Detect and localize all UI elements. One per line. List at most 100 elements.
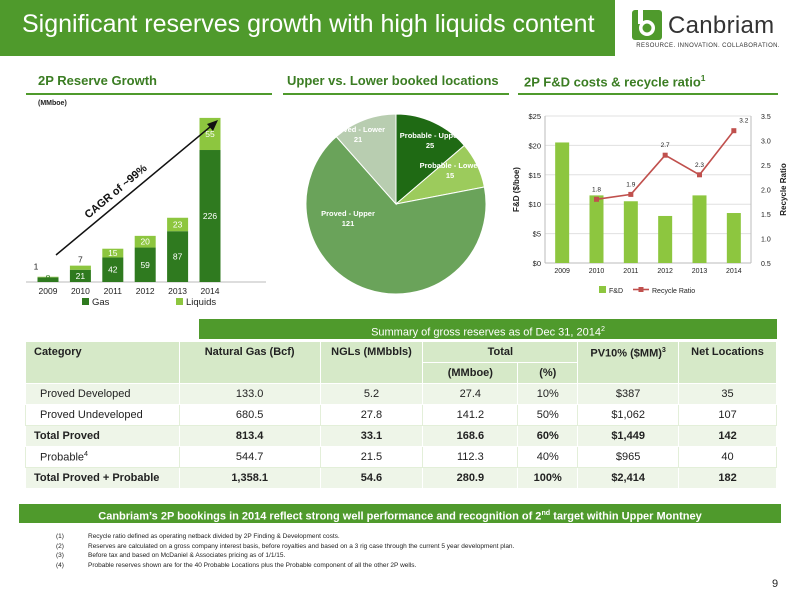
recycle-ratio-label: 2.3 (695, 162, 704, 169)
cell-gas: 544.7 (178, 446, 321, 468)
bar-gas-2011 (102, 257, 124, 282)
header-net-locations: Net Locations (678, 341, 777, 384)
bar-fd-2012 (658, 215, 673, 263)
cell-pct: 10% (517, 383, 579, 405)
cell-category: Total Proved + Probable (25, 467, 180, 489)
cell-ngls: 54.6 (319, 467, 424, 489)
pie-slice (395, 113, 466, 206)
x-tick-label: 2009 (39, 286, 58, 296)
cell-ngls: 5.2 (319, 383, 424, 405)
data-label-liquids: 1 (34, 262, 39, 272)
recycle-ratio-line (596, 130, 735, 201)
reserve-growth-chart: 2009 81 2010 21 7 2011 42 15 2012 59 20 2013 87 23 201… (26, 117, 266, 308)
cell-pct: 100% (517, 467, 579, 489)
cell-mmboe: 168.6 (422, 425, 519, 447)
recycle-ratio-point (594, 196, 599, 202)
fd-costs-underline (518, 93, 778, 95)
x-tick-label: 2009 (554, 268, 570, 275)
cell-net: 40 (678, 446, 777, 468)
y-tick-label: $25 (528, 112, 541, 121)
pie-label: 121 (342, 219, 355, 228)
data-label-gas: 87 (173, 252, 183, 262)
cell-pct: 50% (517, 404, 579, 426)
data-label-liquids: 20 (140, 237, 150, 247)
recycle-ratio-point (731, 128, 737, 134)
data-label-gas: 59 (140, 260, 150, 270)
cell-gas: 813.4 (178, 425, 321, 447)
recycle-ratio-point (662, 152, 668, 158)
recycle-ratio-label: 1.8 (592, 186, 601, 193)
title-bar: Significant reserves growth with high li… (0, 0, 615, 56)
legend-marker-recycle (638, 287, 644, 292)
bar-fd-2010 (589, 195, 604, 263)
logo-tagline: RESOURCE. INNOVATION. COLLABORATION. (636, 43, 780, 49)
header-pv10: PV10% ($MM)3 (577, 341, 680, 384)
bar-gas-2009 (37, 277, 59, 282)
legend-swatch-fd (599, 286, 606, 293)
logo-wordmark: Canbriam (668, 12, 775, 39)
cell-ngls: 21.5 (319, 446, 424, 468)
table-row: Total Proved 813.4 33.1 168.6 60% $1,449… (25, 425, 777, 447)
cell-net: 35 (678, 383, 777, 405)
reserves-table: Category Natural Gas (Bcf) NGLs (MMbbls)… (25, 341, 777, 489)
data-label-gas: 42 (108, 265, 118, 275)
bar-gas-2014 (199, 150, 221, 282)
legend-label-recycle: Recycle Ratio (652, 288, 695, 295)
legend-label-gas: Gas (92, 297, 110, 308)
cell-gas: 133.0 (178, 383, 321, 405)
pie-slice (335, 113, 397, 206)
cell-pct: 60% (517, 425, 579, 447)
locations-underline (283, 93, 509, 95)
cell-pv10: $1,449 (577, 425, 680, 447)
y2-tick-label: 2.0 (761, 188, 771, 195)
x-tick-label: 2011 (104, 286, 123, 296)
y2-tick-label: 3.0 (761, 139, 771, 146)
cagr-arrow (55, 121, 217, 256)
header-natural-gas: Natural Gas (Bcf) (178, 341, 321, 384)
bar-liquids-2013 (167, 217, 189, 232)
header-total-pct: (%) (517, 362, 579, 384)
y2-tick-label: 1.5 (761, 212, 771, 219)
data-label-liquids: 7 (78, 255, 83, 265)
pie-label: Probable - Lower (420, 161, 481, 170)
y-tick-label: $0 (533, 259, 541, 268)
pie-label: Probable - Upper (400, 131, 461, 140)
cell-net: 107 (678, 404, 777, 426)
table-subheader-row: (MMboe) (%) (26, 362, 777, 384)
y2-tick-label: 1.0 (761, 237, 771, 244)
locations-title: Upper vs. Lower booked locations (287, 73, 499, 88)
y2-axis-label: Recycle Ratio (779, 163, 788, 216)
reserve-unit-label: (MMboe) (38, 100, 67, 107)
fd-costs-chart: $0 $5 $10 $15 $20 $25 0.5 1.0 1.5 2.0 2.5 3.0 3.5 F&D… (512, 112, 788, 295)
bar-gas-2013 (167, 231, 189, 282)
reserve-growth-title: 2P Reserve Growth (38, 73, 157, 88)
cell-pv10: $965 (577, 446, 680, 468)
cell-ngls: 33.1 (319, 425, 424, 447)
conclusion-banner: Canbriam’s 2P bookings in 2014 reflect s… (19, 504, 781, 523)
recycle-ratio-point (697, 172, 702, 178)
table-row: Proved Undeveloped 680.5 27.8 141.2 50% … (25, 404, 777, 426)
legend-swatch-gas (82, 298, 89, 305)
page-title: Significant reserves growth with high li… (22, 10, 595, 38)
cell-gas: 680.5 (178, 404, 321, 426)
cell-category: Proved Developed (25, 383, 180, 405)
bar-fd-2011 (623, 201, 638, 263)
cell-category: Total Proved (25, 425, 180, 447)
pie-slice (305, 135, 487, 295)
cell-category: Probable4 (25, 446, 180, 468)
pie-label: Proved - Lower (331, 125, 385, 134)
pie-label: 15 (446, 171, 454, 180)
x-tick-label: 2014 (726, 268, 742, 275)
data-label-liquids: 55 (205, 129, 215, 139)
page-number: 9 (772, 578, 779, 590)
bar-gas-2010 (69, 269, 91, 282)
cell-ngls: 27.8 (319, 404, 424, 426)
pie-label: Proved - Upper (321, 209, 375, 218)
y-tick-label: $20 (528, 141, 541, 150)
y2-tick-label: 0.5 (761, 261, 771, 268)
cell-category: Proved Undeveloped (25, 404, 180, 426)
reserve-growth-underline (26, 93, 272, 95)
x-tick-label: 2010 (589, 268, 605, 275)
y2-tick-label: 3.5 (761, 114, 771, 121)
